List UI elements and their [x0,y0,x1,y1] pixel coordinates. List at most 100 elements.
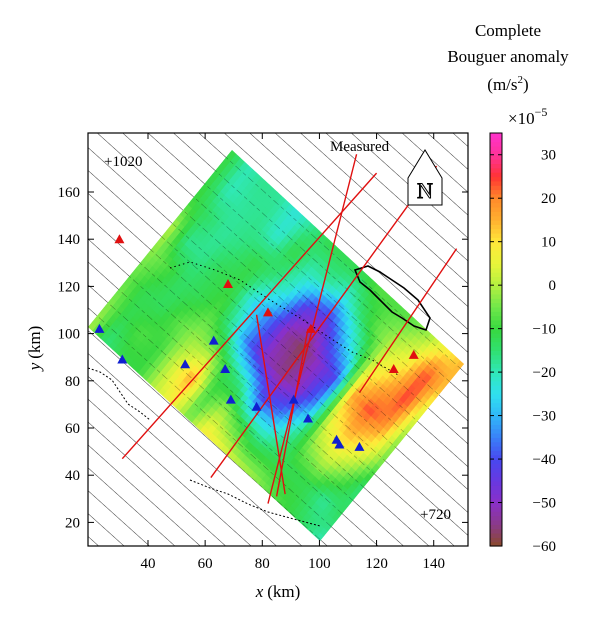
colorbar-band [490,172,502,178]
station-red-marker [305,323,316,333]
annotation-measured: Measured [330,139,390,155]
colorbar-band [490,498,502,504]
profile-line [358,248,458,393]
colorbar-band [490,459,502,464]
plot-area: N [88,133,468,546]
colorbar-band [490,250,502,256]
border-line-left [88,367,151,421]
colorbar-tick-label: 20 [541,191,556,207]
colorbar-band [490,367,502,373]
x-tick-label: 60 [198,556,213,572]
x-tick-label: 140 [422,556,445,572]
colorbar-band [490,154,502,160]
colorbar-band [490,302,502,308]
station-blue-marker [225,394,236,404]
colorbar-band [490,202,502,208]
colorbar-band [490,189,502,195]
colorbar-tick-label: 30 [541,148,556,164]
station-blue-marker [94,323,105,333]
annotation-bottom-right: +720 [420,507,451,523]
station-blue-marker [208,335,219,345]
colorbar-band [490,185,502,191]
colorbar-band [490,319,502,325]
colorbar-band [490,398,502,404]
colorbar-band [490,359,502,365]
station-blue-marker [251,401,262,411]
colorbar-scale: ×10−5 [508,105,547,128]
y-tick-label: 80 [65,374,80,390]
station-blue-marker [220,364,231,373]
x-axis-label: x (km) [255,582,301,601]
colorbar-band [490,541,502,547]
colorbar-band [490,337,502,343]
colorbar-tick-label: −50 [533,496,556,512]
colorbar-band [490,346,502,351]
colorbar-title-line1: Complete [475,21,541,40]
colorbar-band [490,198,502,204]
colorbar-band [490,511,502,517]
colorbar-band [490,450,502,456]
colorbar-band [490,424,502,430]
colorbar-band [490,363,502,369]
north-arrow-icon: N [407,149,443,206]
station-red-marker [263,307,273,317]
colorbar: Complete Bouguer anomaly (m/s2) ×10−5 30… [447,21,569,555]
colorbar-tick-label: −30 [533,409,556,425]
x-axis: 40 60 80 100 120 140 [141,133,445,572]
colorbar-band [490,341,502,347]
colorbar-band [490,180,502,186]
colorbar-band [490,532,502,538]
colorbar-title-line2: Bouguer anomaly [447,47,569,66]
colorbar-band [490,411,502,417]
colorbar-band [490,150,502,156]
colorbar-band [490,506,502,512]
colorbar-band [490,267,502,273]
y-tick-label: 100 [58,327,81,343]
colorbar-tick-label: −20 [533,365,556,381]
colorbar-band [490,224,502,230]
colorbar-band [490,528,502,534]
colorbar-band [490,485,502,491]
colorbar-tick-label: 0 [549,278,557,294]
colorbar-tick-label: −40 [533,452,556,468]
colorbar-band [490,306,502,312]
station-red-marker [408,349,419,359]
colorbar-band [490,332,502,338]
colorbar-band [490,480,502,486]
colorbar-band [490,133,502,138]
colorbar-band [490,524,502,530]
y-tick-label: 140 [58,232,81,248]
colorbar-band [490,441,502,447]
station-blue-marker [354,441,365,451]
y-tick-label: 120 [58,279,81,295]
stations [94,234,419,451]
colorbar-band [490,519,502,525]
colorbar-band [490,402,502,408]
colorbar-band [490,454,502,460]
y-tick-label: 160 [58,185,81,201]
colorbar-tick-label: −10 [533,322,556,338]
colorbar-band [490,232,502,238]
x-tick-label: 100 [308,556,331,572]
station-blue-marker [334,439,345,449]
colorbar-band [490,298,502,304]
colorbar-band [490,289,502,295]
colorbar-band [490,280,502,286]
colorbar-band [490,276,502,282]
plot-frame [87,132,469,547]
y-tick-label: 60 [65,421,80,437]
colorbar-band [490,163,502,169]
colorbar-band [490,380,502,386]
station-blue-marker [117,354,128,364]
colorbar-band [490,159,502,165]
colorbar-band [490,315,502,321]
profile-line [275,328,309,497]
colorbar-band [490,428,502,434]
y-tick-label: 40 [65,468,80,484]
colorbar-band [490,502,502,508]
colorbar-ticks: 30 20 10 0 −10 −20 −30 −40 −50 −60 [490,148,556,555]
station-blue-marker [303,413,313,423]
colorbar-band [490,419,502,425]
colorbar-band [490,385,502,391]
colorbar-band [490,237,502,243]
